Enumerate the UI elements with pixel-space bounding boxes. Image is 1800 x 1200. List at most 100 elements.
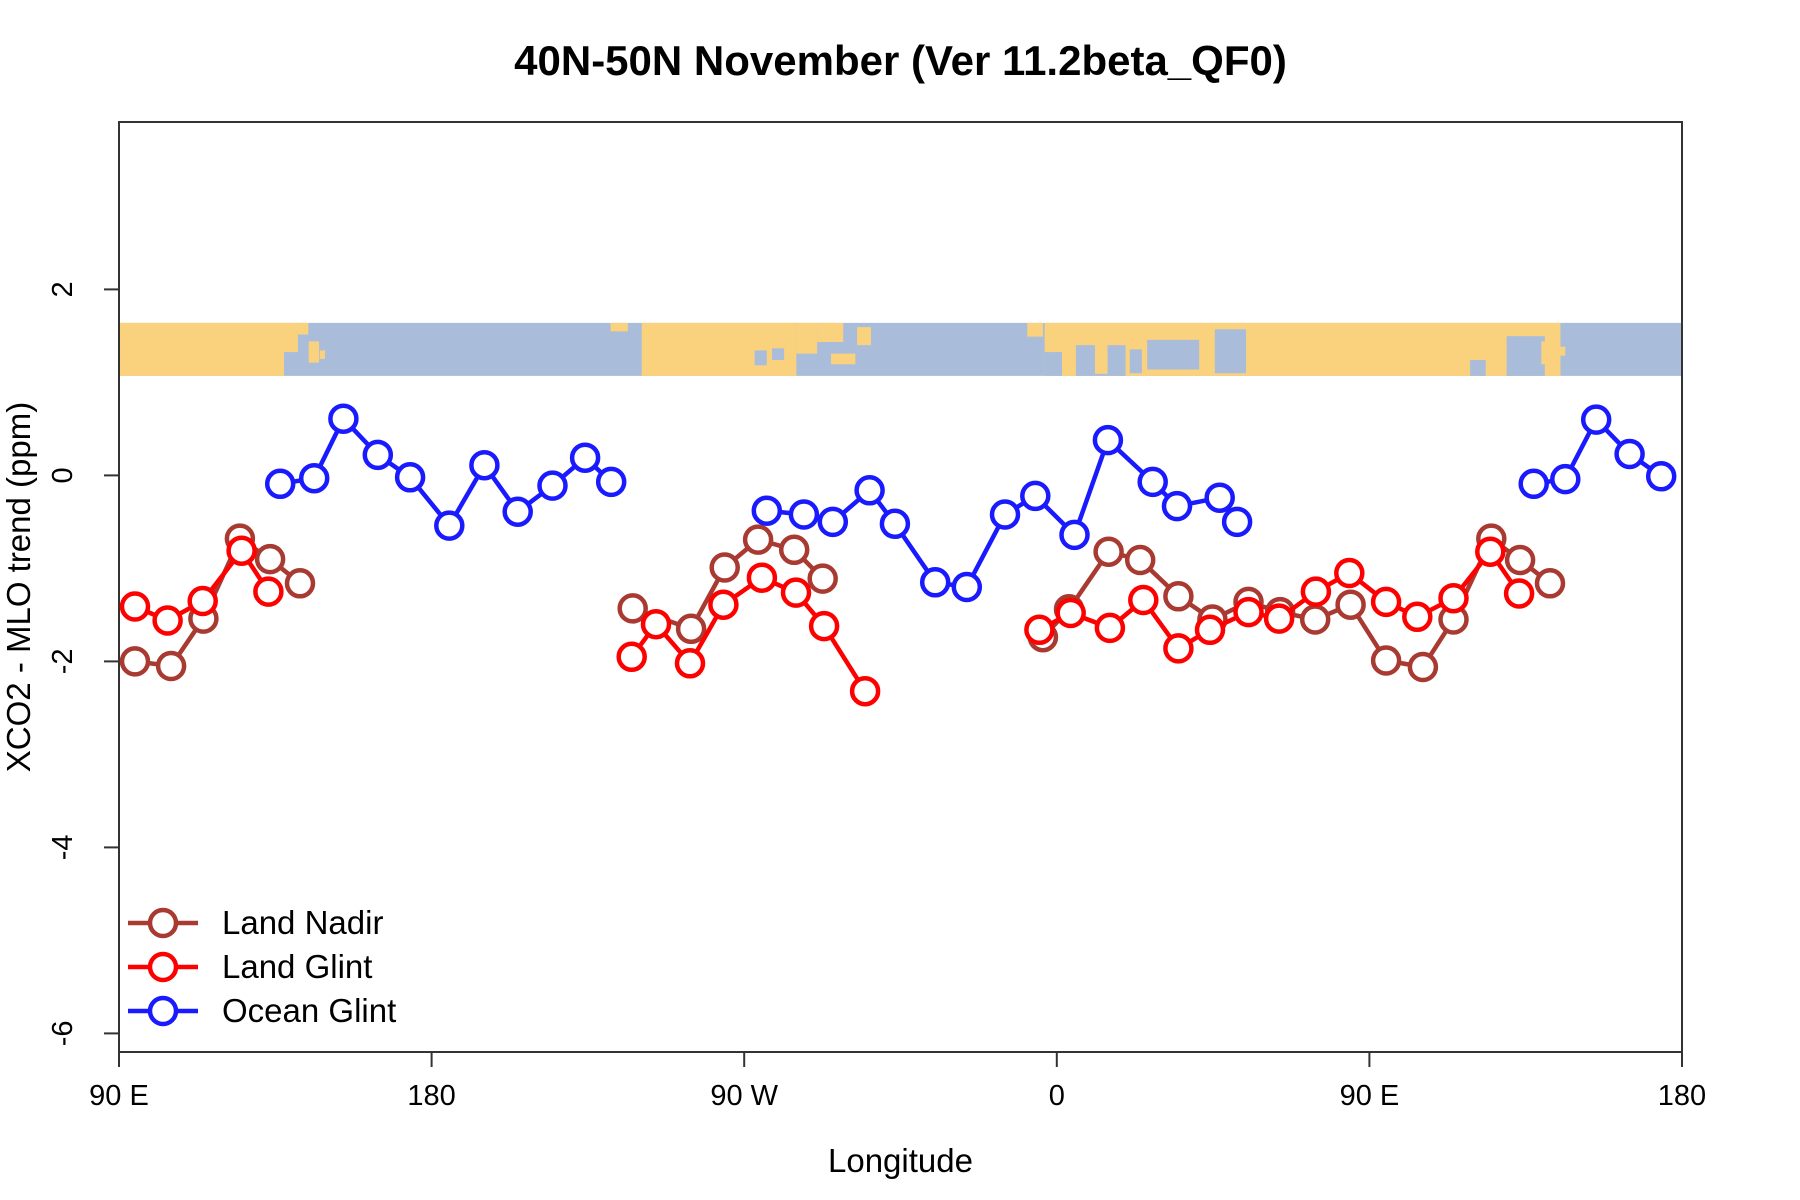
data-point-land-glint — [708, 589, 739, 620]
map-island — [1095, 337, 1108, 374]
data-point-land-glint — [1370, 586, 1402, 618]
data-point-land-glint — [674, 648, 706, 679]
data-point-land-glint — [780, 577, 812, 608]
series-line-ocean-glint — [279, 414, 613, 530]
map-island — [857, 327, 871, 346]
map-sea — [1470, 359, 1486, 376]
data-point-ocean-glint — [951, 571, 983, 603]
map-land — [610, 322, 628, 332]
data-point-ocean-glint — [537, 470, 568, 501]
data-point-ocean-glint — [569, 442, 601, 473]
data-point-land-glint — [1438, 582, 1469, 614]
data-point-land-glint — [1055, 597, 1086, 629]
data-point-ocean-glint — [1614, 438, 1645, 470]
map-land — [796, 322, 818, 354]
data-point-ocean-glint — [298, 462, 330, 494]
data-point-land-nadir — [778, 534, 810, 566]
data-point-land-glint — [1024, 614, 1055, 646]
data-point-ocean-glint — [788, 499, 820, 530]
data-point-land-glint — [119, 591, 151, 622]
data-point-ocean-glint — [879, 508, 911, 540]
y-axis-label: XCO2 - MLO trend (ppm) — [0, 402, 37, 772]
map-island — [308, 341, 320, 363]
data-point-land-glint — [746, 562, 778, 593]
series-line-land-nadir — [1041, 535, 1552, 670]
data-point-ocean-glint — [919, 567, 951, 598]
data-point-ocean-glint — [394, 462, 426, 493]
data-point-land-nadir — [1093, 536, 1124, 567]
x-tick-label: 180 — [407, 1080, 455, 1112]
data-point-ocean-glint — [854, 475, 885, 506]
data-point-land-nadir — [284, 568, 316, 599]
data-point-land-nadir — [1124, 544, 1156, 576]
data-point-land-glint — [1263, 603, 1295, 634]
data-point-land-nadir — [807, 563, 838, 594]
data-point-land-nadir — [675, 613, 707, 645]
data-point-land-glint — [1163, 633, 1194, 664]
map-island — [831, 353, 856, 365]
data-point-land-nadir — [709, 552, 740, 583]
data-point-land-glint — [1503, 578, 1535, 609]
data-point-ocean-glint — [469, 449, 500, 481]
data-point-land-glint — [1475, 536, 1506, 567]
y-tick-label: -6 — [47, 1021, 79, 1047]
legend-marker-land-glint — [147, 951, 179, 983]
map-land — [119, 322, 284, 376]
data-point-ocean-glint — [434, 510, 465, 541]
data-point-land-nadir — [119, 646, 151, 677]
data-point-land-glint — [187, 585, 218, 617]
map-sea — [1214, 329, 1247, 374]
data-point-land-nadir — [254, 543, 286, 575]
data-point-ocean-glint — [1580, 404, 1612, 435]
data-point-ocean-glint — [362, 439, 394, 471]
data-point-land-nadir — [617, 593, 648, 624]
y-tick-label: 2 — [47, 281, 79, 297]
data-point-land-glint — [1402, 601, 1433, 633]
map-sea — [1129, 349, 1142, 374]
y-tick-label: 0 — [47, 467, 79, 483]
x-tick-label: 90 E — [1340, 1080, 1400, 1112]
map-land — [283, 322, 298, 353]
data-point-ocean-glint — [595, 466, 627, 498]
data-point-ocean-glint — [502, 496, 533, 527]
data-point-land-glint — [1194, 614, 1226, 646]
data-point-land-glint — [849, 675, 881, 707]
chart-title: 40N-50N November (Ver 11.2beta_QF0) — [514, 37, 1287, 84]
data-point-ocean-glint — [989, 499, 1021, 530]
legend-label-land-glint: Land Glint — [222, 948, 372, 985]
data-point-ocean-glint — [1059, 519, 1090, 551]
data-point-land-nadir — [1370, 645, 1402, 676]
data-point-land-nadir — [742, 524, 774, 555]
map-land — [641, 322, 797, 376]
x-tick-label: 90 E — [89, 1080, 149, 1112]
data-point-ocean-glint — [1204, 482, 1235, 513]
legend-label-ocean-glint: Ocean Glint — [222, 992, 396, 1029]
data-point-land-glint — [1233, 596, 1264, 628]
map-sea — [1506, 336, 1545, 376]
data-point-ocean-glint — [1645, 461, 1677, 492]
data-point-land-nadir — [1335, 589, 1366, 620]
map-sea — [771, 348, 785, 360]
data-point-ocean-glint — [1092, 424, 1124, 456]
data-point-ocean-glint — [1020, 480, 1051, 512]
map-land — [817, 322, 844, 342]
map-land — [297, 322, 309, 335]
x-tick-label: 180 — [1658, 1080, 1706, 1112]
data-point-ocean-glint — [1137, 466, 1168, 498]
legend-marker-ocean-glint — [147, 995, 179, 1027]
data-point-land-glint — [1300, 576, 1332, 607]
data-point-land-nadir — [1504, 544, 1536, 576]
data-point-land-nadir — [1534, 568, 1566, 599]
data-point-ocean-glint — [328, 403, 359, 434]
data-point-land-glint — [1094, 612, 1126, 644]
data-point-ocean-glint — [1518, 468, 1549, 500]
x-axis-label: Longitude — [828, 1142, 973, 1179]
data-point-land-glint — [226, 535, 257, 566]
data-point-land-glint — [253, 576, 284, 607]
map-sea — [1044, 352, 1063, 376]
y-tick-label: -4 — [47, 835, 79, 861]
data-point-ocean-glint — [1550, 463, 1581, 495]
data-point-land-glint — [1334, 557, 1365, 589]
